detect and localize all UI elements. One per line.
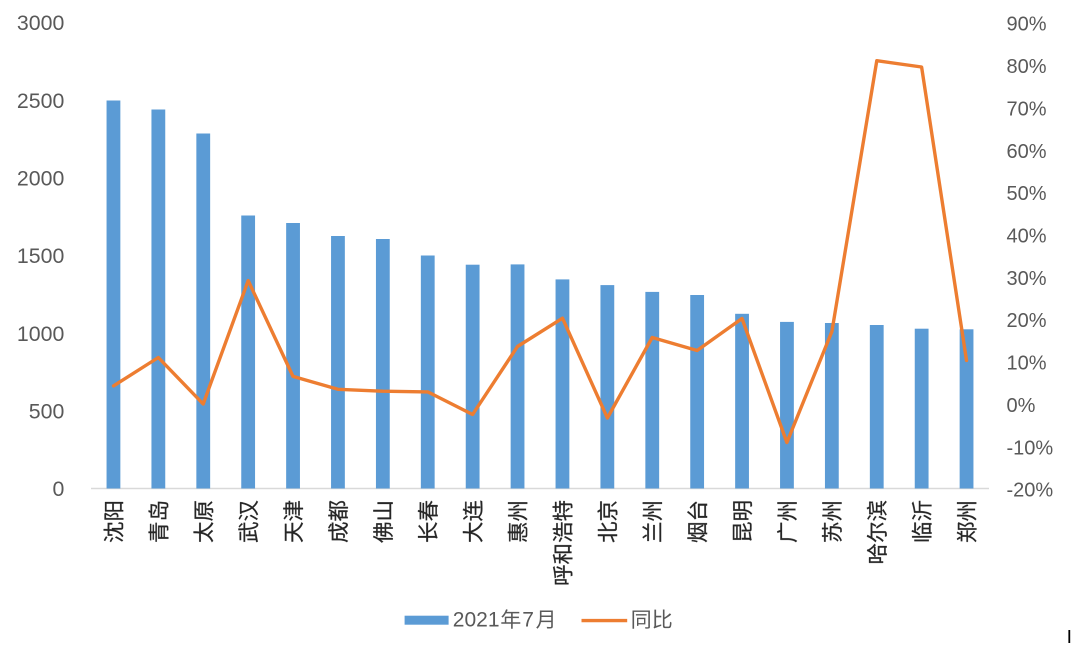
svg-text:90%: 90% xyxy=(1007,14,1047,36)
svg-text:2021: 2021 xyxy=(453,608,500,631)
svg-text:3000: 3000 xyxy=(17,11,65,35)
svg-text:500: 500 xyxy=(29,400,65,424)
svg-text:10%: 10% xyxy=(1007,353,1047,375)
svg-text:60%: 60% xyxy=(1007,141,1047,163)
svg-text:1500: 1500 xyxy=(17,244,65,268)
svg-text:-10%: -10% xyxy=(1007,437,1054,459)
svg-text:80%: 80% xyxy=(1007,56,1047,78)
svg-text:50%: 50% xyxy=(1007,183,1047,205)
svg-text:30%: 30% xyxy=(1007,268,1047,290)
svg-text:1000: 1000 xyxy=(17,322,65,346)
svg-text:40%: 40% xyxy=(1007,226,1047,248)
svg-text:2500: 2500 xyxy=(17,89,65,113)
svg-text:0: 0 xyxy=(52,477,64,501)
svg-text:20%: 20% xyxy=(1007,310,1047,332)
svg-text:0%: 0% xyxy=(1007,395,1036,417)
svg-text:7: 7 xyxy=(522,608,534,631)
svg-text:-20%: -20% xyxy=(1007,480,1054,502)
svg-text:2000: 2000 xyxy=(17,167,65,191)
svg-text:70%: 70% xyxy=(1007,98,1047,120)
